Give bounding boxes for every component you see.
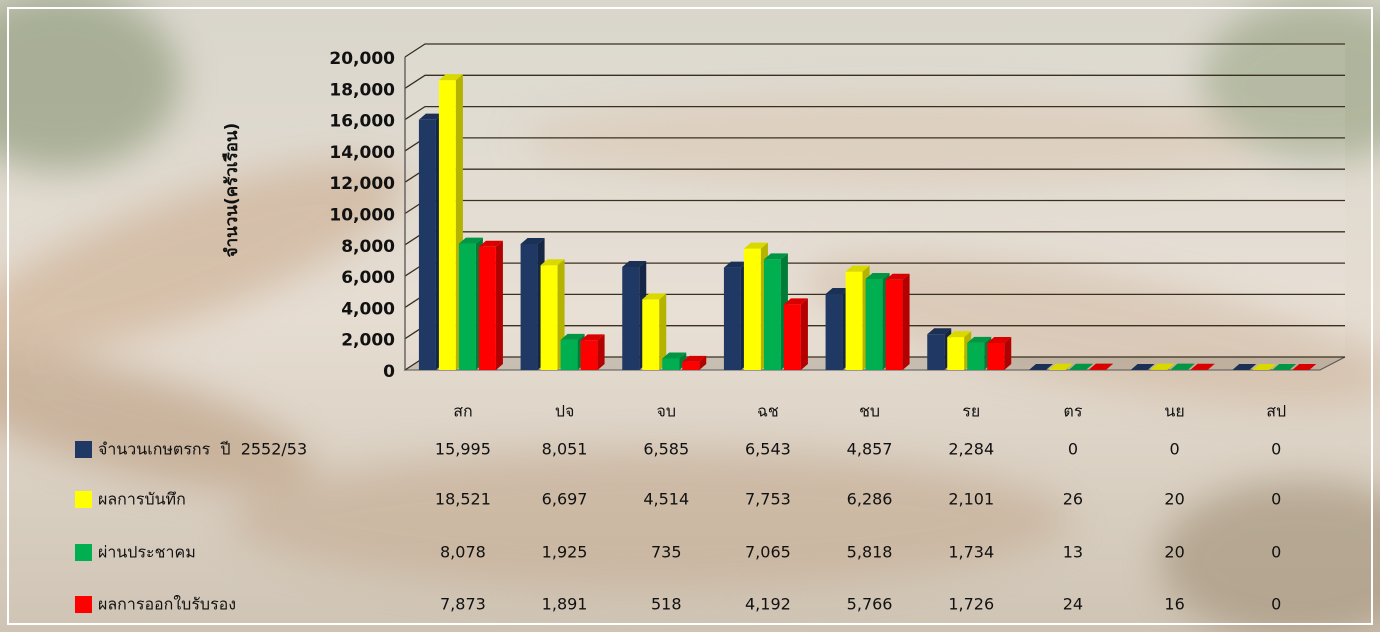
table-value: 8,051 — [542, 440, 588, 459]
bar-front — [622, 267, 639, 370]
bar-front — [682, 362, 699, 370]
category-label: ปจ — [555, 402, 575, 421]
table-value: 2,101 — [948, 490, 994, 509]
table-value: 2,284 — [948, 440, 994, 459]
y-tick-label: 2,000 — [341, 331, 395, 351]
bar-front — [987, 343, 1004, 370]
legend-label: ผ่านประชาคม — [98, 543, 196, 562]
y-tick-label: 14,000 — [329, 143, 395, 163]
bar — [886, 274, 910, 370]
legend-label: ผลการบันทึก — [98, 490, 186, 509]
bar-side — [496, 241, 503, 370]
bar-front — [784, 304, 801, 370]
bar-front — [967, 343, 984, 370]
y-tick-label: 18,000 — [329, 80, 395, 100]
table-value: 6,543 — [745, 440, 791, 459]
bar-front — [479, 247, 496, 370]
table-value: 26 — [1063, 490, 1083, 509]
table-value: 0 — [1271, 543, 1281, 562]
y-axis-title: จำนวน(ครัวเรือน) — [221, 123, 242, 258]
category-label: ตร — [1063, 402, 1082, 421]
table-value: 16 — [1164, 595, 1184, 614]
table-value: 4,192 — [745, 595, 791, 614]
bar-front — [886, 280, 903, 370]
y-tick-label: 6,000 — [341, 268, 395, 288]
table-value: 7,753 — [745, 490, 791, 509]
bar-front — [419, 120, 436, 370]
table-value: 0 — [1169, 440, 1179, 459]
table-value: 15,995 — [435, 440, 491, 459]
table-value: 8,078 — [440, 543, 486, 562]
bar-side — [801, 298, 808, 370]
bar-front — [662, 358, 679, 370]
bar-front — [581, 340, 598, 370]
table-value: 4,857 — [847, 440, 893, 459]
table-value: 18,521 — [435, 490, 491, 509]
table-value: 6,697 — [542, 490, 588, 509]
table-value: 20 — [1164, 543, 1184, 562]
bar-front — [846, 272, 863, 370]
table-value: 1,726 — [948, 595, 994, 614]
legend-key — [75, 544, 92, 561]
table-value: 24 — [1063, 595, 1083, 614]
y-tick-label: 0 — [383, 362, 395, 382]
bar-side — [598, 334, 605, 370]
bar-front — [459, 244, 476, 370]
table-value: 0 — [1271, 595, 1281, 614]
y-tick-label: 12,000 — [329, 174, 395, 194]
bar-front — [947, 337, 964, 370]
table-value: 1,925 — [542, 543, 588, 562]
bar-front — [439, 80, 456, 370]
table-value: 735 — [651, 543, 682, 562]
bar — [784, 298, 808, 370]
table-value: 7,873 — [440, 595, 486, 614]
bar-front — [866, 279, 883, 370]
bar-front — [561, 340, 578, 370]
bar — [581, 334, 605, 370]
table-value: 0 — [1271, 440, 1281, 459]
table-value: 1,891 — [542, 595, 588, 614]
table-value: 6,286 — [847, 490, 893, 509]
legend-key — [75, 596, 92, 613]
bar-front — [642, 299, 659, 370]
category-label: ฉช — [757, 402, 779, 421]
table-value: 4,514 — [643, 490, 689, 509]
category-label: ชบ — [859, 402, 880, 421]
table-value: 20 — [1164, 490, 1184, 509]
y-tick-label: 10,000 — [329, 206, 395, 226]
chart: จำนวน(ครัวเรือน) 0 2,000 4,000 6,000 8,000 10… — [0, 0, 1380, 632]
y-tick-label: 8,000 — [341, 237, 395, 257]
table-value: 6,585 — [643, 440, 689, 459]
table-value: 1,734 — [948, 543, 994, 562]
y-tick-label: 4,000 — [341, 299, 395, 319]
table-value: 0 — [1271, 490, 1281, 509]
bar — [987, 337, 1011, 370]
category-label: นย — [1164, 402, 1184, 421]
table-value: 13 — [1063, 543, 1083, 562]
category-label: จบ — [656, 402, 676, 421]
bar-front — [744, 249, 761, 370]
bar-front — [541, 265, 558, 370]
y-tick-label: 16,000 — [329, 112, 395, 132]
category-label: สก — [453, 402, 472, 421]
bar-front — [927, 334, 944, 370]
y-tick-label: 20,000 — [329, 49, 395, 69]
bar-front — [521, 244, 538, 370]
bar-side — [903, 274, 910, 370]
category-label: รย — [962, 402, 980, 421]
legend-key — [75, 491, 92, 508]
bar-front — [724, 268, 741, 370]
legend-key — [75, 441, 92, 458]
bar-front — [764, 259, 781, 370]
table-value: 7,065 — [745, 543, 791, 562]
bar-front — [826, 294, 843, 370]
legend-label: ผลการออกใบรับรอง — [98, 595, 236, 614]
table-value: 5,766 — [847, 595, 893, 614]
table-value: 518 — [651, 595, 682, 614]
table-value: 0 — [1068, 440, 1078, 459]
category-label: สป — [1266, 402, 1286, 421]
bar — [479, 241, 503, 370]
legend-label: จำนวนเกษตรกร ปี 2552/53 — [98, 440, 307, 459]
table-value: 5,818 — [847, 543, 893, 562]
